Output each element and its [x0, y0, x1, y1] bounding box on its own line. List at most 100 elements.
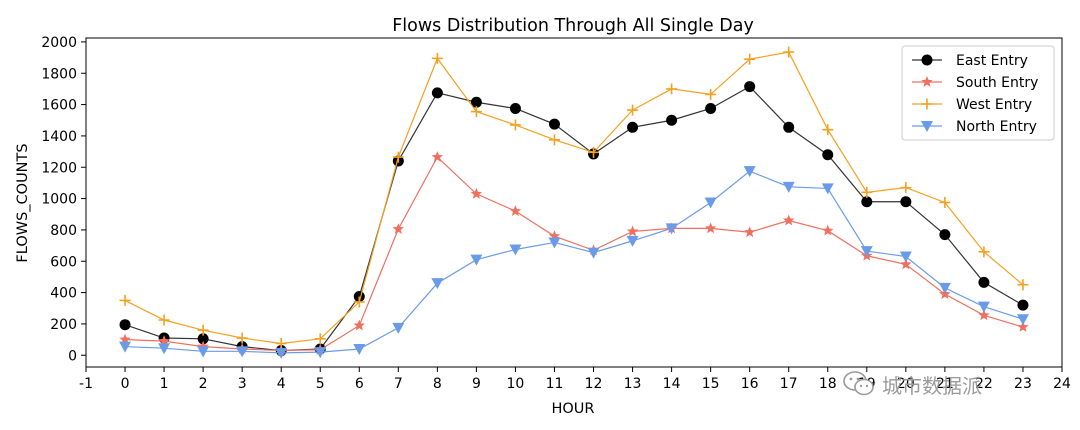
- data-point-west-entry: [861, 186, 873, 198]
- data-point-west-entry: [978, 246, 990, 258]
- x-tick-label: 14: [663, 376, 681, 392]
- watermark-text: 城市数据派: [882, 373, 982, 398]
- y-tick-label: 1800: [41, 66, 77, 82]
- data-point-west-entry: [939, 197, 951, 208]
- data-point-west-entry: [353, 296, 365, 308]
- y-tick-label: 1600: [41, 98, 77, 114]
- data-point-south-entry: [743, 226, 756, 238]
- series-east-entry: [119, 81, 1029, 357]
- data-point-north-entry: [392, 322, 405, 334]
- legend-item-west-entry: West Entry: [912, 97, 1032, 113]
- legend-label: South Entry: [956, 75, 1038, 91]
- data-point-south-entry: [1017, 321, 1029, 332]
- data-point-north-entry: [548, 237, 561, 249]
- plot-area-frame: [85, 37, 1063, 368]
- x-tick-label: 24: [1053, 376, 1071, 392]
- data-point-north-entry: [626, 235, 639, 247]
- data-point-west-entry: [744, 53, 756, 65]
- x-axis-label: HOUR: [551, 401, 594, 417]
- data-point-north-entry: [197, 346, 210, 358]
- data-point-north-entry: [119, 341, 132, 353]
- y-tick-label: 400: [50, 286, 77, 302]
- data-point-west-entry: [197, 324, 209, 336]
- data-point-north-entry: [236, 346, 249, 358]
- data-point-east-entry: [822, 149, 834, 161]
- series-line-west-entry: [124, 51, 1024, 345]
- data-point-west-entry: [275, 338, 287, 349]
- legend-item-north-entry: North Entry: [912, 119, 1037, 135]
- data-point-south-entry: [470, 187, 483, 199]
- y-tick-label: 2000: [41, 35, 77, 51]
- data-point-west-entry: [900, 182, 912, 194]
- data-point-west-entry: [822, 124, 834, 136]
- series-line-east-entry: [124, 85, 1024, 352]
- x-tick-label: 0: [121, 376, 130, 392]
- series-line-south-entry: [125, 156, 1024, 352]
- data-point-west-entry: [314, 333, 326, 345]
- legend-marker: [921, 121, 933, 132]
- data-point-north-entry: [587, 247, 600, 259]
- x-tick-label: -1: [79, 376, 93, 392]
- data-point-west-entry: [627, 104, 639, 116]
- data-point-north-entry: [782, 181, 795, 193]
- x-tick-label: 18: [819, 376, 837, 392]
- data-point-north-entry: [743, 166, 756, 178]
- data-point-east-entry: [666, 114, 678, 126]
- data-point-north-entry: [977, 301, 990, 313]
- data-point-west-entry: [470, 106, 482, 118]
- data-point-east-entry: [861, 196, 873, 208]
- data-point-north-entry: [314, 347, 327, 359]
- data-point-south-entry: [509, 205, 522, 216]
- x-tick-label: 10: [507, 376, 525, 392]
- y-tick-label: 200: [50, 317, 77, 333]
- data-point-east-entry: [119, 319, 131, 331]
- legend: East Entry South Entry West Entry North Ent…: [901, 45, 1055, 141]
- x-tick-label: 17: [780, 376, 798, 392]
- x-tick-label: 21: [936, 376, 954, 392]
- x-tick-label: 5: [316, 376, 325, 392]
- x-tick-label: 6: [355, 376, 364, 392]
- data-point-south-entry: [626, 225, 639, 237]
- data-point-east-entry: [783, 121, 795, 133]
- data-point-east-entry: [548, 118, 560, 130]
- x-tick-label: 8: [433, 376, 442, 392]
- legend-marker: [921, 54, 933, 66]
- y-tick-label: 0: [68, 348, 77, 364]
- data-point-south-entry: [392, 223, 405, 234]
- data-point-north-entry: [470, 254, 483, 266]
- data-point-west-entry: [119, 294, 131, 306]
- y-tick-label: 1000: [41, 192, 77, 208]
- series-north-entry: [119, 166, 1029, 359]
- data-point-east-entry: [627, 121, 639, 133]
- legend-frame: [901, 45, 1055, 141]
- x-tick-label: 11: [546, 376, 564, 392]
- data-point-east-entry: [431, 87, 443, 99]
- data-point-south-entry: [158, 335, 170, 346]
- data-point-south-entry: [197, 340, 209, 352]
- y-tick-label: 600: [50, 254, 77, 270]
- data-point-west-entry: [392, 151, 404, 163]
- legend-item-east-entry: East Entry: [912, 53, 1028, 69]
- x-tick-label: 15: [702, 376, 720, 392]
- data-point-west-entry: [1017, 279, 1029, 291]
- data-point-west-entry: [705, 88, 717, 100]
- data-point-south-entry: [353, 319, 365, 331]
- series-line-north-entry: [125, 170, 1024, 354]
- legend-item-south-entry: South Entry: [912, 75, 1038, 91]
- data-point-west-entry: [548, 134, 560, 146]
- data-point-north-entry: [509, 244, 522, 256]
- data-point-east-entry: [900, 196, 912, 208]
- data-point-north-entry: [821, 183, 834, 195]
- legend-marker: [921, 98, 933, 110]
- legend-label: East Entry: [956, 53, 1028, 69]
- data-point-north-entry: [1016, 314, 1029, 326]
- data-point-south-entry: [431, 151, 444, 162]
- data-point-east-entry: [939, 229, 951, 241]
- data-point-north-entry: [899, 251, 912, 263]
- data-point-north-entry: [665, 223, 678, 235]
- data-point-east-entry: [705, 103, 717, 114]
- x-tick-label: 4: [277, 376, 286, 392]
- x-tick-label: 22: [975, 376, 993, 392]
